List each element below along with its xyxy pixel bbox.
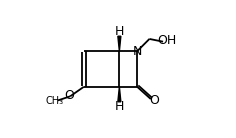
Text: CH₃: CH₃ (46, 96, 64, 106)
Text: OH: OH (157, 34, 176, 47)
Polygon shape (118, 87, 121, 102)
Text: O: O (149, 94, 159, 107)
Text: H: H (115, 100, 124, 113)
Polygon shape (118, 36, 121, 51)
Text: H: H (115, 25, 124, 38)
Text: O: O (65, 89, 74, 102)
Text: N: N (133, 45, 143, 58)
